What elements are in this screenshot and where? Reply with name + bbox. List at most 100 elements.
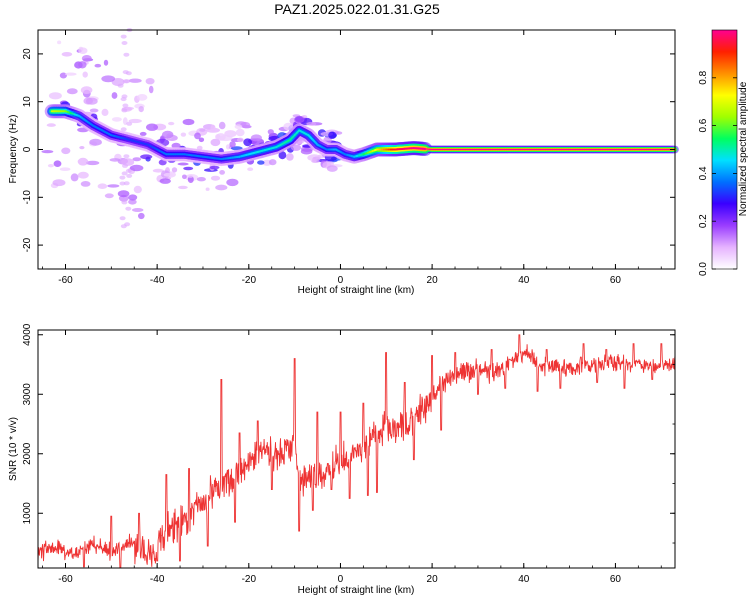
spectrogram-x-tick-label: -40	[150, 275, 165, 286]
spectrogram-blob	[182, 174, 187, 180]
spectrogram-blob	[229, 141, 236, 148]
spectrogram-blob	[152, 168, 164, 173]
spectrogram-blob	[125, 206, 132, 211]
spectrogram-blob	[226, 178, 239, 187]
spectrogram-blob	[278, 151, 287, 160]
spectrogram-blob	[128, 118, 142, 124]
spectrogram-blob	[267, 129, 274, 135]
spectrogram-blobs	[41, 28, 343, 229]
colorbar-tick-label: 0.6	[698, 118, 709, 132]
spectrogram-blob	[123, 52, 130, 57]
snr-x-tick-label: 60	[610, 574, 622, 585]
colorbar-tick-label: 0.8	[698, 70, 709, 84]
spectrogram-blob	[109, 158, 121, 162]
spectrogram-blob	[210, 138, 221, 147]
spectrogram-panel: -60 -40 -20 0 20 40 60 -20 -10 0 10 20 Height of st…	[8, 28, 679, 296]
spectrogram-blob	[119, 216, 126, 221]
spectrogram-blob	[120, 224, 127, 229]
spectrogram-blob	[89, 108, 99, 113]
spectrogram-blob	[178, 185, 188, 190]
spectrogram-blob	[198, 137, 205, 143]
spectrogram-blob	[61, 52, 73, 57]
spectrogram-blob	[286, 153, 294, 161]
spectrogram-blob	[125, 168, 132, 173]
spectrogram-blob	[128, 78, 142, 83]
spectrogram-blob	[119, 181, 126, 186]
spectrogram-x-tick-label: 0	[338, 275, 344, 286]
snr-x-tick-label: -40	[150, 574, 165, 585]
spectrogram-blob	[121, 108, 128, 113]
spectrogram-blob	[122, 103, 129, 108]
spectrogram-blob	[120, 127, 127, 132]
snr-y-label: SNR (10 * v/v)	[8, 417, 19, 481]
spectrogram-blob	[326, 165, 338, 172]
snr-y-tick-label: 4000	[22, 323, 33, 346]
spectrogram-blob	[77, 171, 89, 179]
spectrogram-blob	[78, 61, 87, 69]
spectrogram-blob	[111, 117, 122, 122]
spectrogram-blob	[132, 157, 142, 162]
spectrogram-x-tick-label: 60	[610, 275, 622, 286]
spectrogram-blob	[230, 146, 243, 151]
spectrogram-blob	[205, 187, 210, 191]
spectrogram-blob	[159, 178, 171, 184]
spectrogram-blob	[163, 172, 173, 177]
spectrogram-blob	[218, 121, 226, 130]
spectrogram-blob	[306, 122, 317, 126]
spectrogram-blob	[121, 41, 128, 45]
spectrogram-blob	[139, 131, 147, 136]
spectrogram-blob	[125, 71, 132, 76]
spectrogram-blob	[122, 163, 128, 168]
spectrogram-blob	[107, 184, 120, 188]
spectrogram-blob	[128, 194, 138, 201]
colorbar-tick-label: 0.2	[698, 214, 709, 228]
spectrogram-blob	[328, 131, 337, 139]
spectrogram-blob	[104, 193, 114, 199]
spectrogram-blob	[66, 88, 78, 95]
spectrogram-blob	[53, 160, 62, 167]
snr-x-tick-label: 0	[338, 574, 344, 585]
spectrogram-blob	[85, 97, 98, 105]
spectrogram-blob	[240, 121, 251, 129]
spectrogram-blob	[290, 144, 302, 151]
spectrogram-blob	[187, 174, 194, 178]
spectrogram-blob	[243, 138, 252, 147]
spectrogram-blob	[117, 190, 130, 198]
figure-title: PAZ1.2025.022.01.31.G25	[274, 1, 440, 17]
spectrogram-blob	[138, 106, 144, 113]
spectrogram-blob	[180, 132, 187, 137]
spectrogram-blob	[123, 154, 130, 159]
spectrogram-blob	[80, 86, 93, 94]
spectrogram-blob	[121, 171, 128, 176]
spectrogram-blob	[268, 159, 277, 166]
spectrogram-blob	[312, 157, 317, 162]
spectrogram-blob	[250, 134, 262, 142]
spectrogram-ridge	[44, 104, 679, 167]
spectrogram-blob	[80, 181, 91, 187]
spectrogram-blob	[61, 147, 71, 155]
spectrogram-blob	[177, 162, 189, 166]
spectrogram-blob	[146, 123, 158, 131]
spectrogram-blob	[52, 179, 66, 187]
spectrogram-x-tick-label: -20	[242, 275, 257, 286]
spectrogram-blob	[57, 40, 62, 45]
snr-x-label: Height of straight line (km)	[298, 585, 415, 596]
snr-y-tick-label: 3000	[22, 383, 33, 406]
spectrogram-blob	[194, 132, 201, 140]
spectrogram-blob	[334, 131, 343, 135]
spectrogram-blob	[210, 175, 221, 181]
spectrogram-blob	[126, 173, 133, 178]
spectrogram-blob	[235, 128, 245, 137]
snr-x-tick-label: 40	[518, 574, 530, 585]
spectrogram-blob	[210, 124, 216, 132]
spectrogram-blob	[209, 165, 220, 170]
spectrogram-blob	[182, 118, 195, 126]
spectrogram-x-tick-label: -60	[58, 275, 73, 286]
colorbar-tick-label: 0.0	[698, 262, 709, 276]
colorbar: 0.0 0.2 0.4 0.6 0.8 Normalized spectral ampl…	[698, 29, 749, 276]
spectrogram-y-tick-label: -20	[22, 237, 33, 252]
spectrogram-blob	[196, 177, 206, 182]
colorbar-tick-label: 0.4	[698, 166, 709, 180]
spectrogram-blob	[140, 154, 153, 160]
